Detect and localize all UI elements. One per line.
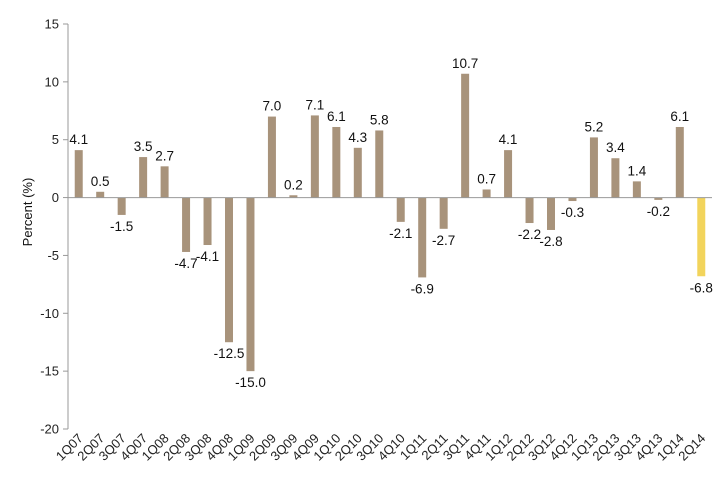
data-label: -6.9 bbox=[411, 281, 434, 296]
data-label: -0.2 bbox=[647, 204, 670, 219]
data-label: 5.8 bbox=[370, 112, 389, 127]
data-labels: 4.1 0.5 -1.5 3.52.7 -4.7-4.1 -12.5 -15.0 7.0 0.2… bbox=[69, 56, 713, 390]
bar bbox=[482, 189, 491, 198]
x-axis-tick-labels: 1Q072Q073Q074Q071Q082Q083Q084Q081Q092Q09… bbox=[53, 431, 709, 464]
bar bbox=[461, 73, 470, 198]
bar bbox=[632, 181, 641, 198]
data-label: 1.4 bbox=[627, 163, 646, 178]
bar bbox=[160, 166, 169, 198]
bar bbox=[697, 197, 706, 277]
bar bbox=[675, 126, 684, 198]
data-label: 7.0 bbox=[263, 99, 282, 114]
data-label: 5.2 bbox=[585, 119, 604, 134]
data-label: 4.1 bbox=[499, 132, 518, 147]
data-label: 0.5 bbox=[91, 174, 110, 189]
data-label: 2.7 bbox=[155, 148, 174, 163]
bars bbox=[74, 73, 706, 372]
y-axis: -20 -15 -10 -5 0 5 10 15 bbox=[40, 17, 69, 437]
y-tick-label: 15 bbox=[45, 17, 59, 32]
y-tick-label: 0 bbox=[52, 190, 59, 205]
data-label: 6.1 bbox=[327, 109, 346, 124]
data-label: 4.1 bbox=[69, 132, 88, 147]
data-label: 3.5 bbox=[134, 139, 153, 154]
y-tick-label: -5 bbox=[47, 248, 59, 263]
bar bbox=[568, 197, 577, 202]
bar bbox=[96, 191, 105, 198]
bar bbox=[117, 197, 126, 215]
data-label: -15.0 bbox=[235, 375, 266, 390]
data-label: 0.7 bbox=[477, 171, 496, 186]
data-label: -4.1 bbox=[196, 249, 219, 264]
bar bbox=[547, 197, 555, 230]
data-label: -1.5 bbox=[110, 219, 133, 234]
bar bbox=[611, 158, 620, 198]
bar bbox=[182, 197, 191, 252]
data-label: 4.3 bbox=[348, 130, 367, 145]
bar bbox=[332, 126, 341, 198]
bar bbox=[396, 197, 405, 222]
y-tick-label: -10 bbox=[40, 306, 59, 321]
bar bbox=[225, 197, 233, 343]
data-label: -0.3 bbox=[561, 205, 584, 220]
data-label: 0.2 bbox=[284, 177, 303, 192]
data-label: -2.8 bbox=[539, 234, 562, 249]
bar bbox=[418, 197, 427, 278]
bar bbox=[525, 197, 534, 224]
data-label: -2.2 bbox=[518, 227, 541, 242]
data-label: -6.8 bbox=[690, 280, 713, 295]
data-label: 3.4 bbox=[606, 140, 625, 155]
data-label: -2.1 bbox=[389, 226, 412, 241]
y-tick-label: 5 bbox=[52, 132, 59, 147]
bar bbox=[589, 137, 598, 198]
y-tick-label: -15 bbox=[40, 364, 59, 379]
bar bbox=[375, 130, 384, 198]
data-label: 7.1 bbox=[305, 97, 324, 112]
bar bbox=[439, 197, 448, 229]
data-label: -2.7 bbox=[432, 233, 455, 248]
bar bbox=[353, 147, 362, 198]
bar bbox=[504, 150, 513, 198]
bar bbox=[289, 195, 298, 198]
y-tick-label: 10 bbox=[45, 74, 59, 89]
bar bbox=[267, 116, 276, 198]
bar bbox=[74, 150, 83, 198]
bar bbox=[654, 197, 663, 200]
data-label: -4.7 bbox=[174, 256, 197, 271]
data-label: 6.1 bbox=[670, 109, 689, 124]
bar bbox=[203, 197, 212, 246]
y-axis-title: Percent (%) bbox=[20, 178, 35, 247]
y-tick-label: -20 bbox=[40, 422, 59, 437]
bar bbox=[139, 157, 148, 198]
data-label: -12.5 bbox=[214, 346, 245, 361]
data-label: 10.7 bbox=[452, 56, 478, 71]
bar bbox=[310, 115, 319, 198]
bar bbox=[246, 197, 255, 372]
